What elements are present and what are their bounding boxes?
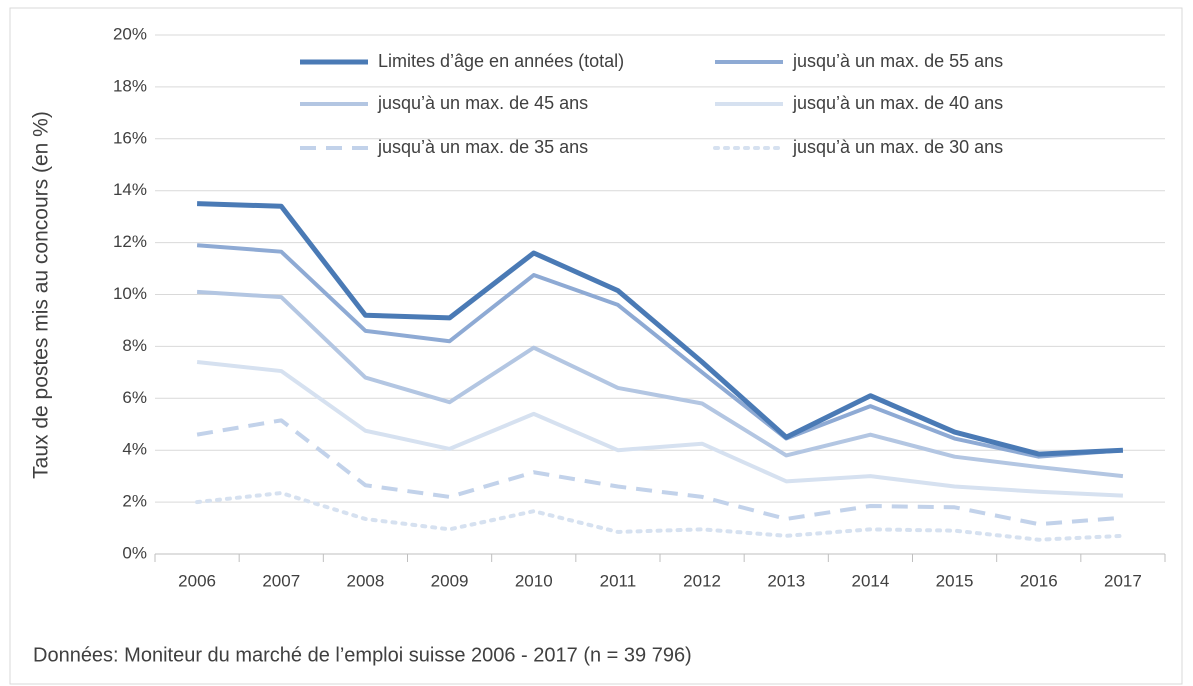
- x-tick-label: 2011: [600, 571, 637, 590]
- legend-label: jusqu’à un max. de 55 ans: [792, 51, 1003, 71]
- x-tick-label: 2016: [1020, 571, 1058, 590]
- x-tick-label: 2014: [852, 571, 890, 590]
- y-tick-label: 16%: [113, 128, 147, 147]
- y-axis-title: Taux de postes mis au concours (en %): [30, 111, 53, 479]
- y-tick-label: 2%: [122, 492, 147, 511]
- x-tick-label: 2009: [431, 571, 469, 590]
- x-tick-label: 2007: [262, 571, 300, 590]
- legend-label: jusqu’à un max. de 35 ans: [377, 137, 588, 157]
- x-tick-label: 2015: [936, 571, 974, 590]
- x-tick-label: 2010: [515, 571, 553, 590]
- series-line: [196, 359, 1124, 498]
- y-tick-label: 0%: [122, 543, 147, 562]
- series-line: [195, 491, 1125, 542]
- y-tick-label: 12%: [113, 232, 147, 251]
- series-line: [196, 243, 1124, 459]
- y-tick-label: 6%: [122, 388, 147, 407]
- series-line: [196, 289, 1124, 479]
- series-line: [197, 201, 1124, 457]
- x-tick-label: 2013: [767, 571, 805, 590]
- y-tick-label: 18%: [113, 76, 147, 95]
- y-tick-label: 4%: [122, 440, 147, 459]
- y-tick-label: 20%: [113, 24, 147, 43]
- legend-label: jusqu’à un max. de 30 ans: [792, 137, 1003, 157]
- x-tick-label: 2008: [347, 571, 385, 590]
- y-tick-label: 8%: [122, 336, 147, 355]
- x-tick-label: 2012: [683, 571, 721, 590]
- x-tick-label: 2006: [178, 571, 216, 590]
- y-tick-label: 10%: [113, 284, 147, 303]
- legend-label: jusqu’à un max. de 45 ans: [377, 93, 588, 113]
- x-tick-label: 2017: [1104, 571, 1142, 590]
- legend-label: Limites d’âge en années (total): [378, 51, 624, 71]
- footnote: Données: Moniteur du marché de l’emploi …: [33, 644, 692, 666]
- legend-label: jusqu’à un max. de 40 ans: [792, 93, 1003, 113]
- y-tick-label: 14%: [113, 180, 147, 199]
